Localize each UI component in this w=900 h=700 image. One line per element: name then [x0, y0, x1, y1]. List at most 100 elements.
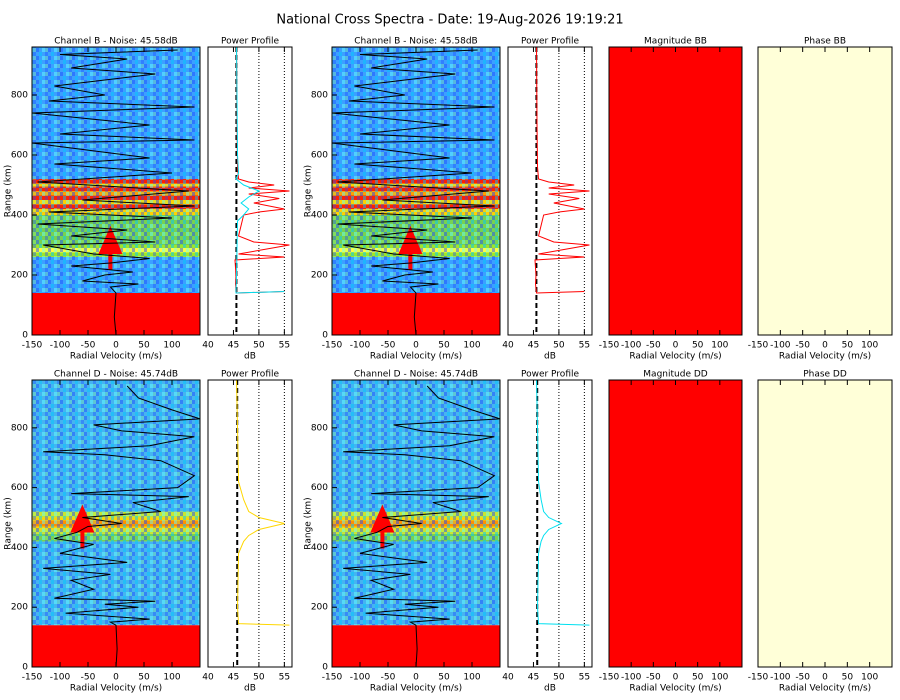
velocity-line — [343, 385, 501, 668]
x-tick-label: 55 — [579, 341, 590, 351]
y-tick-label: 400 — [311, 543, 328, 553]
x-tick-label: 100 — [463, 673, 480, 683]
x-tick-label: 50 — [842, 673, 854, 683]
y-axis-label: Range (km) — [304, 165, 314, 217]
x-tick-label: 100 — [861, 673, 878, 683]
peak — [398, 226, 423, 270]
y-tick-label: 200 — [311, 271, 328, 281]
x-tick-label: 100 — [463, 341, 480, 351]
velocity-line — [331, 49, 495, 336]
panel-title: Magnitude DD — [643, 370, 707, 380]
panel-title: Power Profile — [521, 37, 580, 47]
y-tick-label: 0 — [322, 663, 328, 673]
x-tick-label: 0 — [822, 341, 828, 351]
x-tick-label: 0 — [673, 341, 679, 351]
y-tick-label: 800 — [311, 423, 328, 433]
x-tick-label: 50 — [253, 673, 265, 683]
x-axis-label: Radial Velocity (m/s) — [70, 684, 162, 694]
x-axis-label: Radial Velocity (m/s) — [779, 684, 871, 694]
panel-title: Channel D - Noise: 45.74dB — [354, 370, 478, 380]
profile-line — [536, 379, 590, 626]
x-tick-label: 0 — [113, 673, 119, 683]
x-tick-label: 50 — [438, 341, 450, 351]
x-tick-label: 0 — [822, 673, 828, 683]
x-tick-label: -100 — [50, 673, 71, 683]
plot-frame — [507, 379, 593, 668]
x-axis-label: Radial Velocity (m/s) — [779, 352, 871, 362]
x-tick-label: 45 — [228, 673, 239, 683]
x-axis-label: dB — [544, 352, 556, 362]
x-tick-label: -100 — [350, 673, 371, 683]
velocity-line — [31, 49, 195, 336]
x-tick-label: -150 — [748, 673, 769, 683]
y-tick-label: 600 — [11, 151, 28, 161]
x-tick-label: 50 — [138, 341, 150, 351]
x-tick-label: -150 — [322, 341, 343, 351]
plot-frame — [507, 46, 593, 336]
x-tick-label: -150 — [22, 673, 43, 683]
panel-title: Power Profile — [521, 370, 580, 380]
x-tick-label: 0 — [413, 673, 419, 683]
x-tick-label: -50 — [81, 341, 96, 351]
x-tick-label: -50 — [381, 673, 396, 683]
profile-line — [236, 379, 290, 626]
x-axis-label: dB — [244, 352, 256, 362]
y-tick-label: 600 — [311, 483, 328, 493]
x-tick-label: 50 — [553, 341, 565, 351]
y-tick-label: 800 — [11, 91, 28, 101]
x-axis-label: Radial Velocity (m/s) — [370, 684, 462, 694]
x-tick-label: -100 — [350, 341, 371, 351]
y-axis-label: Range (km) — [4, 165, 14, 217]
x-tick-label: 50 — [438, 673, 450, 683]
y-tick-label: 0 — [22, 663, 28, 673]
x-tick-label: -100 — [770, 673, 791, 683]
x-tick-label: -100 — [621, 341, 642, 351]
x-axis-label: Radial Velocity (m/s) — [629, 684, 721, 694]
x-tick-label: 50 — [842, 341, 854, 351]
x-tick-label: 100 — [711, 673, 728, 683]
profile-line — [234, 46, 290, 294]
x-tick-label: 50 — [692, 673, 704, 683]
x-tick-label: 40 — [202, 341, 214, 351]
x-axis-label: Radial Velocity (m/s) — [70, 352, 162, 362]
x-tick-label: 40 — [202, 673, 214, 683]
x-tick-label: 100 — [163, 341, 180, 351]
x-tick-label: -150 — [22, 341, 43, 351]
y-tick-label: 800 — [11, 423, 28, 433]
x-tick-label: 0 — [673, 673, 679, 683]
panel-title: Phase BB — [804, 37, 846, 47]
panel-title: Channel B - Noise: 45.58dB — [354, 37, 477, 47]
x-tick-label: -50 — [381, 341, 396, 351]
x-tick-label: -100 — [50, 341, 71, 351]
y-axis-label: Range (km) — [304, 497, 314, 549]
y-axis-label: Range (km) — [4, 497, 14, 549]
x-tick-label: -50 — [795, 341, 810, 351]
panel-title: Power Profile — [221, 37, 280, 47]
y-tick-label: 400 — [11, 543, 28, 553]
noise-texture — [332, 380, 500, 626]
velocity-line — [43, 385, 201, 668]
x-tick-label: 50 — [692, 341, 704, 351]
x-tick-label: 0 — [413, 341, 419, 351]
x-tick-label: 50 — [138, 673, 150, 683]
x-tick-label: 45 — [528, 341, 539, 351]
x-tick-label: 0 — [113, 341, 119, 351]
x-tick-label: 40 — [502, 341, 514, 351]
x-tick-label: 55 — [279, 341, 290, 351]
x-tick-label: 40 — [502, 673, 514, 683]
panel-fill — [609, 380, 742, 667]
x-axis-label: dB — [544, 684, 556, 694]
profile-line — [534, 46, 590, 294]
y-tick-label: 200 — [311, 603, 328, 613]
y-tick-label: 0 — [22, 331, 28, 341]
x-tick-label: 45 — [228, 341, 239, 351]
y-tick-label: 600 — [11, 483, 28, 493]
y-tick-label: 400 — [311, 211, 328, 221]
y-tick-label: 800 — [311, 91, 328, 101]
x-tick-label: 50 — [553, 673, 565, 683]
peak — [70, 504, 95, 549]
x-tick-label: -150 — [748, 341, 769, 351]
figure-title: National Cross Spectra - Date: 19-Aug-20… — [276, 13, 623, 28]
panel-title: Channel D - Noise: 45.74dB — [54, 370, 178, 380]
